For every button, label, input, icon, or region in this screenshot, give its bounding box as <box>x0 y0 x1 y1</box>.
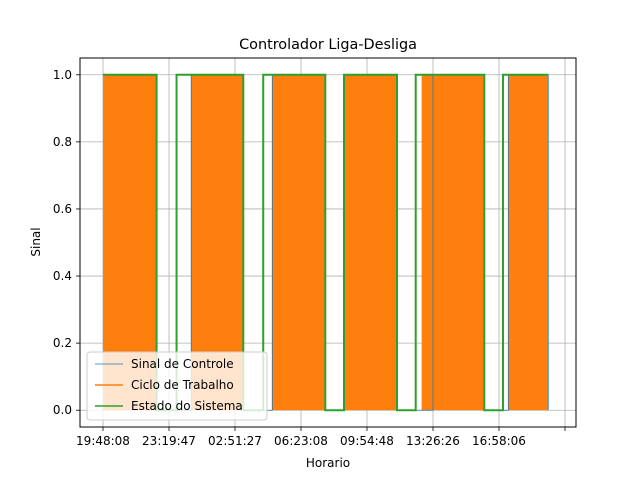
x-tick-label: 23:19:47 <box>142 434 196 448</box>
y-tick-label: 1.0 <box>53 68 72 82</box>
ticks: 0.0 0.2 0.4 0.6 0.8 1.0 19:48:08 23:19:47 02:51:… <box>53 68 566 448</box>
x-tick-label: 02:51:27 <box>208 434 262 448</box>
x-tick-label: 13:26:26 <box>406 434 460 448</box>
legend-label: Sinal de Controle <box>131 357 234 371</box>
x-tick-label: 09:54:48 <box>340 434 394 448</box>
x-axis-label: Horario <box>306 456 350 470</box>
y-axis-label: Sinal <box>29 227 43 256</box>
y-tick-label: 0.2 <box>53 336 72 350</box>
system-state-line <box>103 73 549 412</box>
plot-frame <box>79 57 577 428</box>
x-tick-label: 19:48:08 <box>76 434 130 448</box>
chart-title: Controlador Liga-Desliga <box>239 37 417 53</box>
duty-cycle-band <box>343 74 397 411</box>
y-tick-label: 0.6 <box>53 202 72 216</box>
y-tick-label: 0.4 <box>53 269 72 283</box>
legend-box <box>86 351 268 421</box>
x-tick-label: 16:58:06 <box>472 434 526 448</box>
legend-label: Estado do Sistema <box>131 399 243 413</box>
duty-cycle-band <box>272 74 326 411</box>
y-tick-label: 0.8 <box>53 135 72 149</box>
legend-label: Ciclo de Trabalho <box>131 378 234 392</box>
y-tick-label: 0.0 <box>53 403 72 417</box>
legend: Sinal de Controle Ciclo de Trabalho Estado… <box>86 351 268 421</box>
duty-cycle-band <box>508 74 549 411</box>
x-tick-label: 06:23:08 <box>274 434 328 448</box>
duty-cycle-band <box>421 74 485 411</box>
